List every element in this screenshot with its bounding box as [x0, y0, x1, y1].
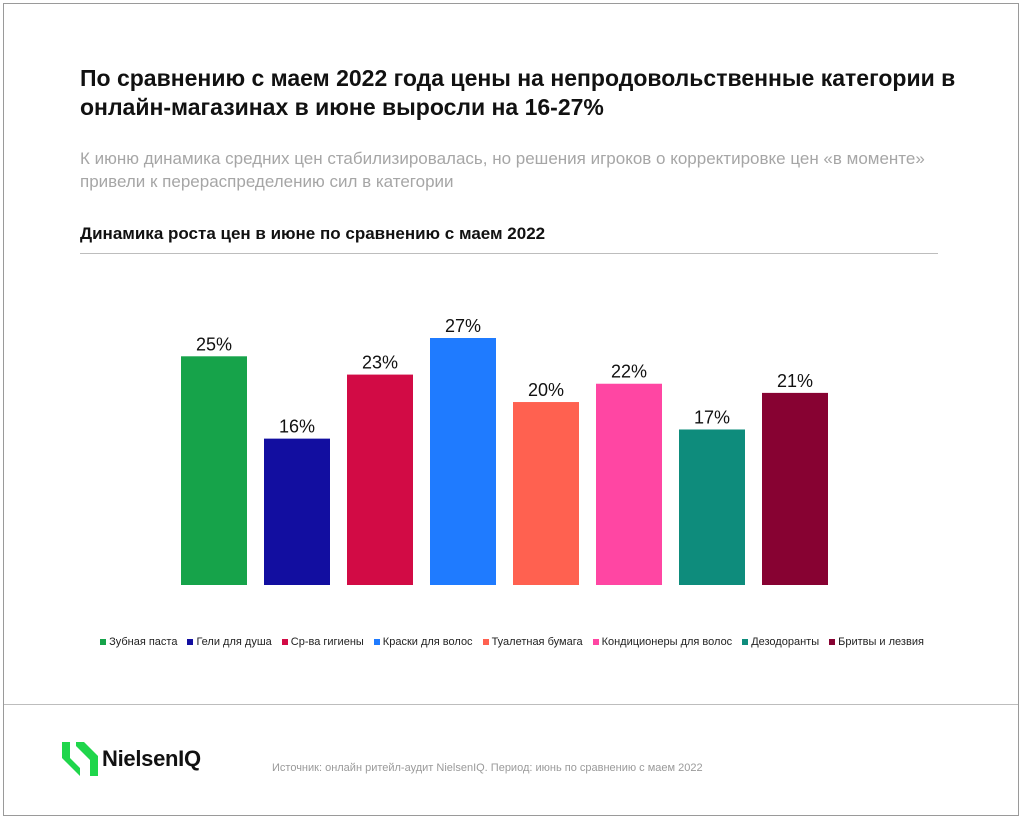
legend-swatch-2 — [187, 639, 194, 645]
bar-8 — [762, 392, 828, 585]
legend-swatch-1 — [100, 639, 107, 645]
legend-swatch-8 — [829, 639, 836, 645]
legend-item-5: Туалетная бумага — [482, 636, 583, 648]
bar-value-label-6: 22% — [611, 362, 647, 382]
nielseniq-logo: NielsenIQ — [62, 742, 201, 776]
bar-value-label-1: 25% — [196, 334, 232, 354]
legend-item-6: Кондиционеры для волос — [592, 636, 733, 648]
legend-label-3: Ср-ва гигиены — [290, 636, 364, 648]
legend-swatch-7 — [742, 639, 749, 645]
legend-label-5: Туалетная бумага — [491, 636, 583, 648]
legend-swatch-5 — [482, 639, 489, 645]
bar-value-label-8: 21% — [777, 371, 813, 391]
bar-1 — [181, 356, 247, 585]
bar-chart: 25% 16% 23% 27% 20% 22% 17% 21% — [181, 316, 828, 585]
legend-label-8: Бритвы и лезвия — [838, 636, 924, 648]
nielseniq-logo-icon — [62, 742, 98, 776]
legend-item-7: Дезодоранты — [742, 636, 819, 648]
legend-label-1: Зубная паста — [109, 636, 178, 648]
legend-label-6: Кондиционеры для волос — [601, 636, 733, 648]
bar-value-label-3: 23% — [362, 353, 398, 373]
legend-swatch-4 — [373, 639, 380, 645]
legend-label-4: Краски для волос — [382, 636, 473, 648]
legend-item-3: Ср-ва гигиены — [281, 636, 364, 648]
source-note: Источник: онлайн ритейл-аудит NielsenIQ.… — [272, 762, 703, 774]
chart-heading: Динамика роста цен в июне по сравнению с… — [80, 224, 546, 243]
legend-swatch-3 — [281, 639, 288, 645]
legend-item-2: Гели для душа — [187, 636, 272, 648]
bar-5 — [513, 402, 579, 585]
footer-divider — [4, 704, 1018, 705]
legend-item-8: Бритвы и лезвия — [829, 636, 924, 648]
bar-7 — [679, 429, 745, 585]
chart-legend: Зубная паста Гели для душа Ср-ва гигиены Кр… — [0, 636, 1024, 648]
bar-4 — [430, 338, 496, 585]
bar-value-label-4: 27% — [445, 316, 481, 336]
slide-subtitle: К июню динамика средних цен стабилизиров… — [80, 149, 925, 191]
bar-value-label-2: 16% — [279, 417, 315, 437]
legend-label-2: Гели для душа — [196, 636, 272, 648]
slide-title: По сравнению с маем 2022 года цены на не… — [80, 65, 956, 120]
bar-2 — [264, 438, 330, 585]
legend-swatch-6 — [592, 639, 599, 645]
bar-value-label-7: 17% — [694, 407, 730, 427]
bar-value-label-5: 20% — [528, 380, 564, 400]
legend-item-1: Зубная паста — [100, 636, 177, 648]
legend-label-7: Дезодоранты — [751, 636, 820, 648]
heading-divider — [80, 253, 938, 254]
slide-frame — [3, 3, 1019, 816]
logo-wordmark: NielsenIQ — [102, 746, 201, 771]
bar-6 — [596, 383, 662, 585]
bar-3 — [347, 374, 413, 585]
legend-item-4: Краски для волос — [373, 636, 473, 648]
